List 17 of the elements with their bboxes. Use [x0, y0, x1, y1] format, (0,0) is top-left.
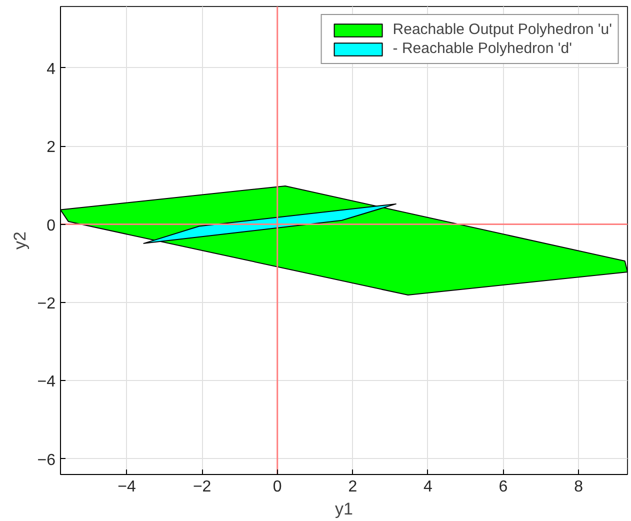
legend-label: - Reachable Polyhedron 'd': [392, 40, 572, 57]
x-tick-label: 6: [498, 478, 508, 496]
y-tick-label: −2: [37, 295, 56, 312]
legend-label: Reachable Output Polyhedron 'u': [392, 21, 612, 38]
y-axis-title: y2: [10, 232, 30, 250]
y-tick-label: −4: [37, 374, 56, 391]
x-axis-title: y1: [335, 500, 353, 518]
y-tick-label: 2: [46, 139, 56, 156]
x-tick-label: 2: [348, 478, 358, 496]
x-tick-label: 8: [574, 478, 584, 496]
y-tick-label: 0: [46, 217, 56, 234]
x-tick-label: 0: [272, 478, 282, 496]
x-tick-label: −2: [192, 478, 212, 496]
x-tick-label: 4: [424, 478, 433, 496]
x-tick-label: −4: [118, 478, 136, 496]
y-tick-label: 4: [46, 60, 56, 78]
y-tick-label: −6: [37, 452, 56, 469]
